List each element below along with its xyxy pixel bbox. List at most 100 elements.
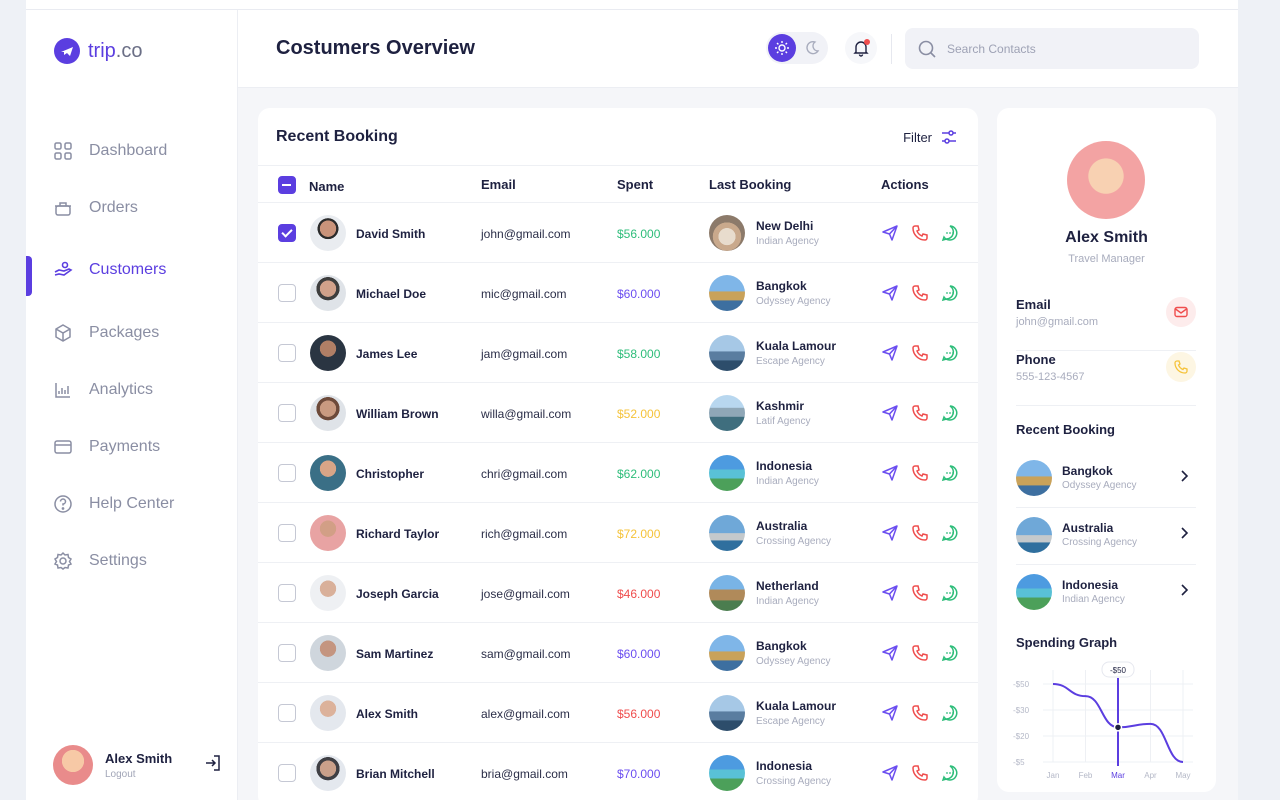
destination-thumbnail <box>1016 460 1052 496</box>
phone-icon[interactable] <box>910 763 930 783</box>
send-icon[interactable] <box>880 643 900 663</box>
table-row[interactable]: Richard Taylor rich@gmail.com $72.000 Austr… <box>258 503 978 563</box>
table-row[interactable]: Michael Doe mic@gmail.com $60.000 Bangkok Od… <box>258 263 978 323</box>
row-checkbox[interactable] <box>278 524 296 542</box>
phone-icon[interactable] <box>910 583 930 603</box>
row-checkbox[interactable] <box>278 464 296 482</box>
row-checkbox[interactable] <box>278 704 296 722</box>
destination-thumbnail <box>709 455 745 491</box>
send-icon[interactable] <box>880 283 900 303</box>
sidebar-item-customers[interactable]: Customers <box>26 236 238 304</box>
destination-thumbnail <box>709 275 745 311</box>
destination-city: Australia <box>1062 521 1114 535</box>
chat-icon[interactable] <box>940 343 960 363</box>
chat-icon[interactable] <box>940 763 960 783</box>
table-row[interactable]: Joseph Garcia jose@gmail.com $46.000 Nether… <box>258 563 978 623</box>
phone-icon[interactable] <box>910 403 930 423</box>
logout-icon[interactable] <box>203 753 223 778</box>
row-checkbox[interactable] <box>278 584 296 602</box>
x-tick-label: Feb <box>1079 771 1093 780</box>
customer-spent: $58.000 <box>617 347 661 361</box>
recent-booking-item[interactable]: Bangkok Odyssey Agency <box>1016 452 1196 508</box>
recent-booking-card: Recent Booking Filter Name Email Spent L… <box>258 108 978 800</box>
phone-icon[interactable] <box>910 643 930 663</box>
send-icon[interactable] <box>880 223 900 243</box>
sidebar-item-help-center[interactable]: Help Center <box>26 475 238 532</box>
phone-icon[interactable] <box>1166 352 1196 382</box>
customer-name: Alex Smith <box>356 707 419 721</box>
notification-button[interactable] <box>845 32 877 64</box>
send-icon[interactable] <box>880 463 900 483</box>
phone-icon[interactable] <box>910 283 930 303</box>
phone-label: Phone <box>1016 352 1056 367</box>
row-checkbox[interactable] <box>278 644 296 662</box>
send-icon[interactable] <box>880 763 900 783</box>
table-row[interactable]: Sam Martinez sam@gmail.com $60.000 Bangkok O… <box>258 623 978 683</box>
recent-booking-item[interactable]: Indonesia Indian Agency <box>1016 566 1196 622</box>
column-header-actions: Actions <box>881 177 929 192</box>
row-checkbox[interactable] <box>278 404 296 422</box>
send-icon[interactable] <box>880 523 900 543</box>
phone-icon[interactable] <box>910 343 930 363</box>
send-icon[interactable] <box>880 583 900 603</box>
recent-booking-item[interactable]: Australia Crossing Agency <box>1016 509 1196 565</box>
theme-toggle[interactable] <box>766 32 828 64</box>
brand-logo[interactable]: trip.co <box>54 38 142 64</box>
x-tick-label: Mar <box>1111 771 1125 780</box>
filter-button[interactable]: Filter <box>903 128 958 146</box>
destination-city: Bangkok <box>756 279 807 293</box>
y-tick-label: -$20 <box>1013 732 1030 741</box>
avatar <box>310 395 346 431</box>
select-all-checkbox[interactable] <box>278 176 296 194</box>
row-checkbox[interactable] <box>278 344 296 362</box>
destination-thumbnail <box>709 695 745 731</box>
chat-icon[interactable] <box>940 643 960 663</box>
avatar[interactable] <box>53 745 93 785</box>
customer-email: sam@gmail.com <box>481 647 571 661</box>
table-row[interactable]: William Brown willa@gmail.com $52.000 Kashm… <box>258 383 978 443</box>
sidebar-item-payments[interactable]: Payments <box>26 418 238 475</box>
row-checkbox[interactable] <box>278 284 296 302</box>
chat-icon[interactable] <box>940 223 960 243</box>
chat-icon[interactable] <box>940 523 960 543</box>
chat-icon[interactable] <box>940 463 960 483</box>
send-icon[interactable] <box>880 403 900 423</box>
table-row[interactable]: James Lee jam@gmail.com $58.000 Kuala Lamou… <box>258 323 978 383</box>
sidebar-item-dashboard[interactable]: Dashboard <box>26 122 238 179</box>
table-row[interactable]: Christopher chri@gmail.com $62.000 Indonesi… <box>258 443 978 503</box>
table-body: David Smith john@gmail.com $56.000 New Delh… <box>258 203 978 800</box>
customer-name: Michael Doe <box>356 287 427 301</box>
customer-spent: $46.000 <box>617 587 661 601</box>
moon-icon[interactable] <box>800 36 824 60</box>
row-checkbox[interactable] <box>278 224 296 242</box>
send-icon[interactable] <box>880 343 900 363</box>
sidebar-item-settings[interactable]: Settings <box>26 532 238 589</box>
row-checkbox[interactable] <box>278 764 296 782</box>
sliders-icon <box>942 130 956 144</box>
sidebar-item-analytics[interactable]: Analytics <box>26 361 238 418</box>
destination-agency: Crossing Agency <box>756 536 832 547</box>
table-row[interactable]: Brian Mitchell bria@gmail.com $70.000 Indon… <box>258 743 978 800</box>
chat-icon[interactable] <box>940 703 960 723</box>
logout-link[interactable]: Logout <box>105 768 136 780</box>
chat-icon[interactable] <box>940 283 960 303</box>
chat-icon[interactable] <box>940 403 960 423</box>
phone-icon[interactable] <box>910 463 930 483</box>
sun-icon[interactable] <box>768 34 796 62</box>
table-row[interactable]: David Smith john@gmail.com $56.000 New Delh… <box>258 203 978 263</box>
send-icon[interactable] <box>880 703 900 723</box>
tooltip-box <box>1101 661 1135 678</box>
phone-icon[interactable] <box>910 703 930 723</box>
sidebar-item-label: Dashboard <box>89 141 168 159</box>
table-row[interactable]: Alex Smith alex@gmail.com $56.000 Kuala Lam… <box>258 683 978 743</box>
phone-icon[interactable] <box>910 523 930 543</box>
phone-icon[interactable] <box>910 223 930 243</box>
sidebar-user: Alex Smith Logout <box>53 745 223 785</box>
chat-icon[interactable] <box>940 583 960 603</box>
destination-agency: Indian Agency <box>756 236 819 247</box>
search-input[interactable] <box>947 41 1187 56</box>
sidebar-item-orders[interactable]: Orders <box>26 179 238 236</box>
sidebar-item-packages[interactable]: Packages <box>26 304 238 361</box>
customer-name: William Brown <box>356 407 439 421</box>
mail-icon[interactable] <box>1166 297 1196 327</box>
